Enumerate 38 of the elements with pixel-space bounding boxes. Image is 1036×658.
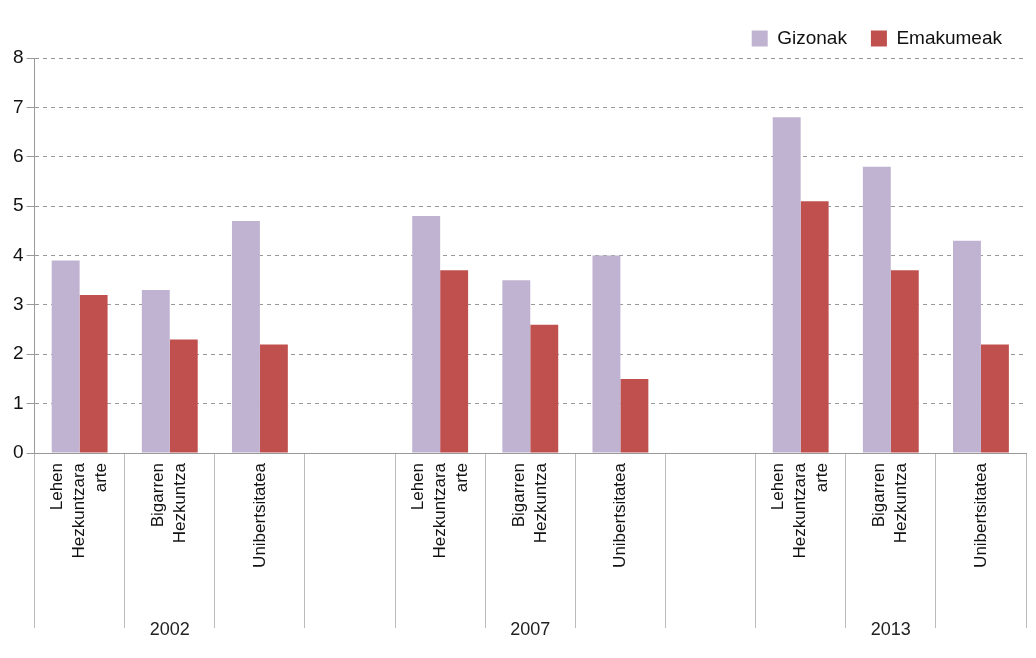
bar (79, 295, 108, 453)
x-tick-label: Lehen Hezkuntzara arte (407, 462, 471, 559)
y-tick-label: 3 (12, 293, 24, 315)
legend-label: Gizonak (777, 26, 848, 48)
bar (772, 117, 801, 453)
x-tick-label: Unibertsitatea (610, 462, 630, 568)
bar (800, 201, 829, 453)
y-tick-label: 6 (12, 144, 24, 166)
bar (141, 290, 170, 453)
x-tick-label: Lehen Hezkuntzara arte (47, 462, 111, 559)
x-tick-label: Unibertsitatea (970, 462, 990, 568)
x-tick-label: Unibertsitatea (249, 462, 269, 568)
bar (862, 166, 891, 453)
y-tick-label: 4 (12, 243, 24, 265)
bar (952, 240, 981, 453)
bar (440, 270, 469, 453)
y-tick-label: 2 (12, 342, 24, 364)
y-tick-label: 5 (12, 194, 24, 216)
text: 2002 (149, 618, 190, 639)
bar (592, 255, 621, 453)
bar (530, 324, 559, 453)
y-tick-label: 1 (12, 391, 24, 413)
bar (620, 378, 649, 453)
legend-label: Emakumeak (896, 26, 1003, 48)
y-tick-label: 8 (12, 46, 24, 68)
text: 2013 (870, 618, 911, 639)
bar (259, 344, 288, 453)
bar (169, 339, 198, 453)
bar (412, 216, 441, 453)
text: 2007 (510, 618, 551, 639)
y-tick-label: 0 (12, 441, 24, 463)
bar (890, 270, 919, 453)
bar (231, 220, 260, 453)
y-tick-label: 7 (12, 95, 24, 117)
bar (980, 344, 1009, 453)
bar (502, 280, 531, 453)
bar (51, 260, 80, 453)
x-tick-label: Lehen Hezkuntzara arte (768, 462, 832, 559)
